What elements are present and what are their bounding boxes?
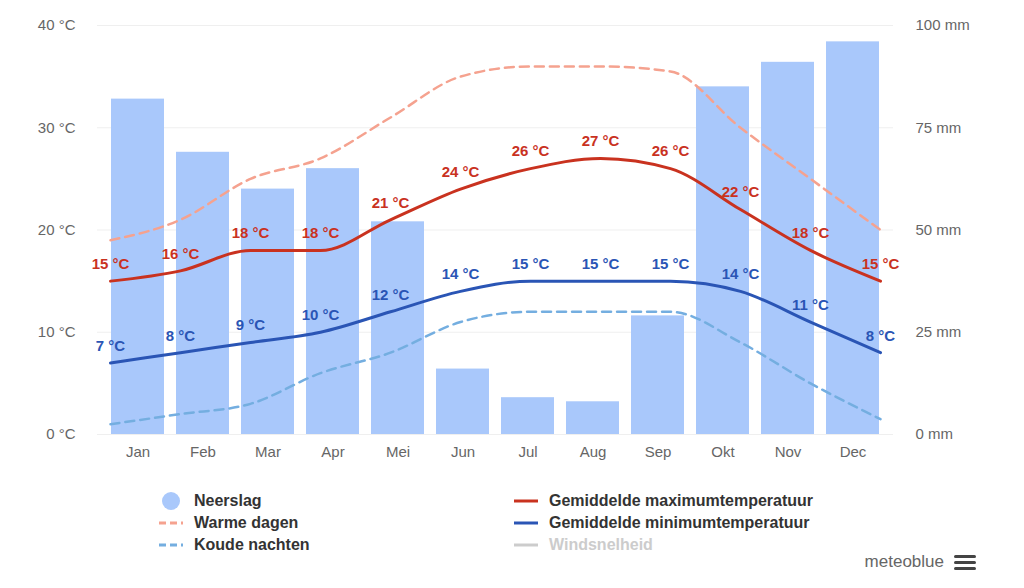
svg-text:Feb: Feb: [190, 443, 216, 460]
svg-text:100 mm: 100 mm: [916, 16, 970, 33]
svg-text:16 °C: 16 °C: [162, 245, 200, 262]
svg-text:15 °C: 15 °C: [582, 255, 620, 272]
svg-text:0 °C: 0 °C: [46, 425, 76, 442]
svg-text:15 °C: 15 °C: [652, 255, 690, 272]
html-text:Gemiddelde maximumtemperatuur: Gemiddelde maximumtemperatuur: [549, 492, 814, 509]
svg-text:14 °C: 14 °C: [722, 265, 760, 282]
svg-text:15 °C: 15 °C: [92, 255, 130, 272]
svg-text:7 °C: 7 °C: [96, 337, 126, 354]
svg-text:Dec: Dec: [840, 443, 867, 460]
svg-text:50 mm: 50 mm: [916, 221, 962, 238]
svg-text:Jul: Jul: [518, 443, 537, 460]
svg-text:Aug: Aug: [580, 443, 607, 460]
html-text:Koude nachten: Koude nachten: [194, 536, 310, 553]
html-text:Warme dagen: Warme dagen: [194, 514, 299, 531]
html-text:Neerslag: Neerslag: [194, 492, 262, 509]
svg-text:18 °C: 18 °C: [792, 224, 830, 241]
svg-text:12 °C: 12 °C: [372, 286, 410, 303]
svg-text:11 °C: 11 °C: [792, 296, 829, 313]
svg-text:15 °C: 15 °C: [862, 255, 900, 272]
svg-text:26 °C: 26 °C: [652, 142, 690, 159]
svg-text:Jun: Jun: [451, 443, 475, 460]
html-text:Windsnelheid: Windsnelheid: [549, 536, 653, 553]
svg-text:Apr: Apr: [321, 443, 344, 460]
svg-text:Jan: Jan: [126, 443, 150, 460]
svg-text:Mei: Mei: [386, 443, 410, 460]
svg-text:8 °C: 8 °C: [866, 327, 896, 344]
svg-text:18 °C: 18 °C: [232, 224, 270, 241]
svg-text:Mar: Mar: [255, 443, 281, 460]
svg-text:25 mm: 25 mm: [916, 323, 962, 340]
svg-text:Nov: Nov: [775, 443, 802, 460]
svg-text:21 °C: 21 °C: [372, 194, 410, 211]
svg-text:10 °C: 10 °C: [38, 323, 76, 340]
svg-text:27 °C: 27 °C: [582, 132, 620, 149]
html-text:meteoblue: meteoblue: [864, 552, 944, 571]
svg-text:Okt: Okt: [711, 443, 735, 460]
svg-text:10 °C: 10 °C: [302, 306, 340, 323]
svg-text:14 °C: 14 °C: [442, 265, 480, 282]
svg-text:18 °C: 18 °C: [302, 224, 340, 241]
svg-text:Sep: Sep: [645, 443, 672, 460]
svg-text:22 °C: 22 °C: [722, 183, 760, 200]
svg-text:20 °C: 20 °C: [38, 221, 76, 238]
svg-text:30 °C: 30 °C: [38, 119, 76, 136]
svg-text:8 °C: 8 °C: [166, 327, 196, 344]
svg-text:24 °C: 24 °C: [442, 163, 480, 180]
svg-text:9 °C: 9 °C: [236, 316, 266, 333]
html-text:Gemiddelde minimumtemperatuur: Gemiddelde minimumtemperatuur: [549, 514, 810, 531]
svg-text:26 °C: 26 °C: [512, 142, 550, 159]
svg-text:0 mm: 0 mm: [916, 425, 954, 442]
svg-text:75 mm: 75 mm: [916, 119, 962, 136]
svg-text:15 °C: 15 °C: [512, 255, 550, 272]
svg-text:40 °C: 40 °C: [38, 16, 76, 33]
